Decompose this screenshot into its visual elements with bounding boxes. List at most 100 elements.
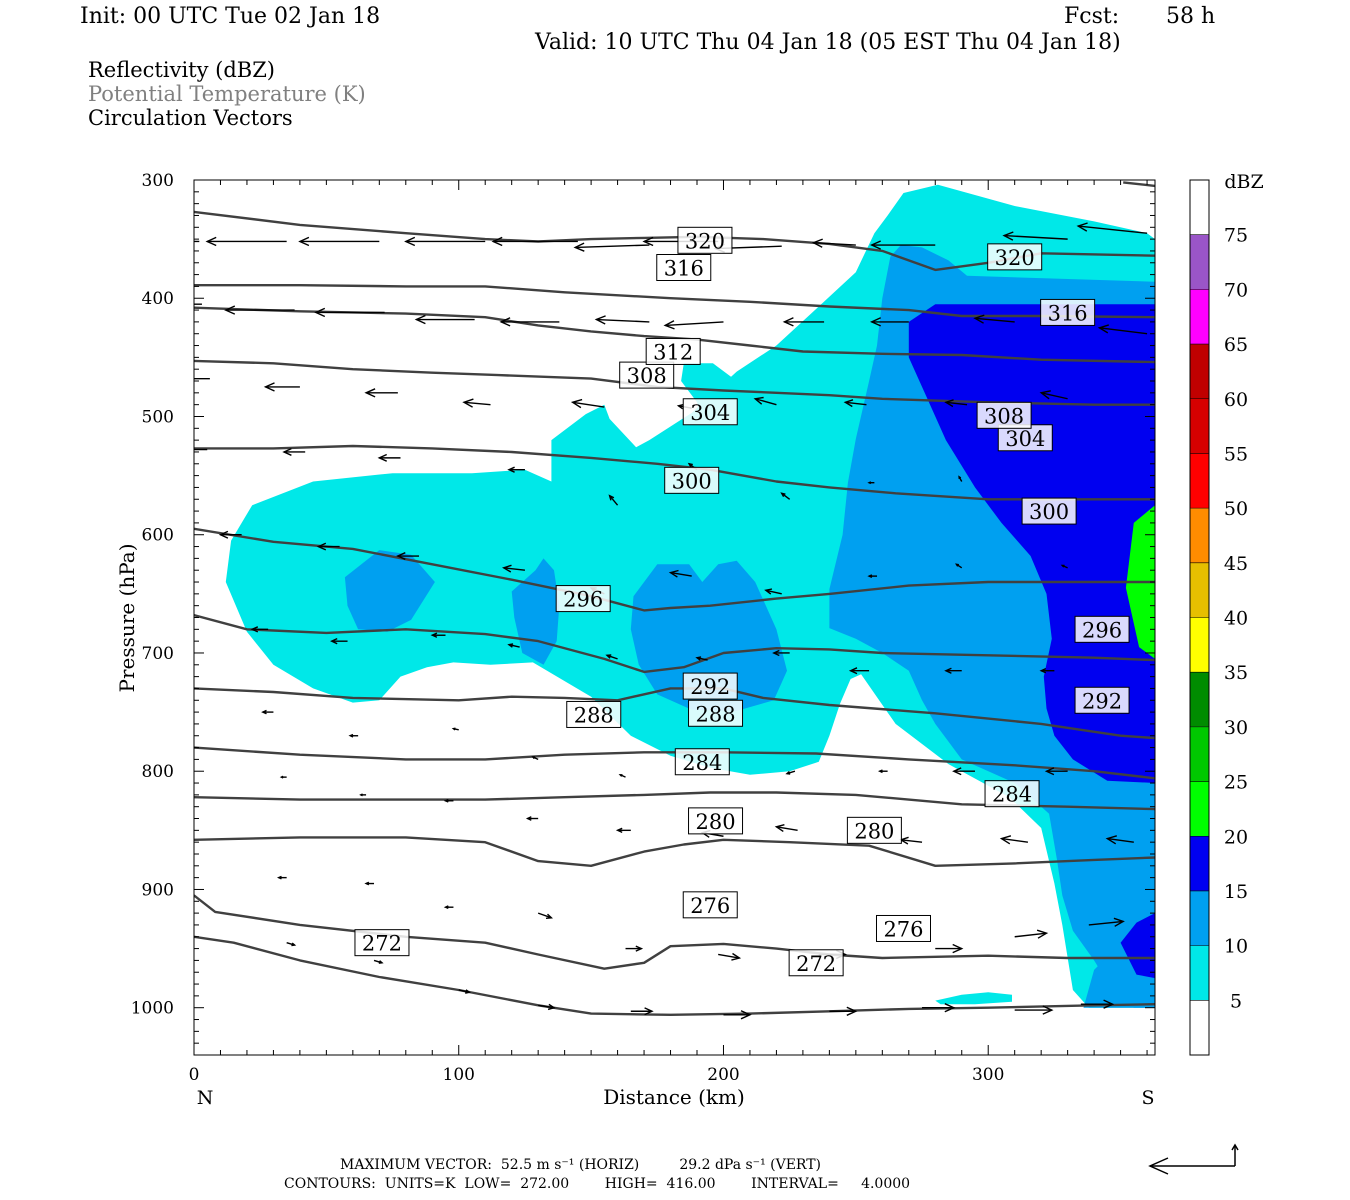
vector-head [316,542,327,551]
vector-head [952,943,964,954]
theta-label-text: 276 [883,917,923,941]
theta-label-box [987,243,1043,271]
colorbar-segment [1190,836,1209,891]
circulation-vector [364,388,398,398]
theta-label-320: 320 [677,226,733,254]
circulation-vector [811,238,856,248]
vector-head [973,314,985,324]
vector-head [502,564,512,573]
vector-shaft [974,317,1015,323]
circulation-vector [537,912,554,919]
contour-labels-layer: 272 272 276 276 280 280 284 284 288 288 292 292 296 2… [354,226,1130,977]
vector-head [774,824,785,832]
vector-shaft [458,989,470,994]
circulation-vector [608,494,619,506]
circulation-vector [774,824,798,832]
colorbar-segment [1190,890,1209,946]
vector-head [291,942,297,947]
circulation-vector [695,656,708,661]
theta-label-text: 280 [854,819,894,843]
vector-head [1039,667,1047,674]
vector-shaft [755,398,777,406]
vector-head [687,462,693,468]
circulation-vector [785,770,796,775]
circulation-vector [1014,929,1049,939]
theta-label-text: 284 [992,783,1032,807]
reflectivity-region-15dbz [908,304,1155,783]
circulation-vector [764,588,782,595]
circulation-vector [605,654,618,660]
theta-label-box [682,891,738,919]
theta-label-box [976,401,1032,429]
theta-label-box [1074,686,1130,714]
circulation-vector [1044,767,1068,776]
colorbar-label: 45 [1224,553,1248,575]
circulation-vector [944,667,962,674]
theta-contour-304 [194,444,1155,501]
theta-label-text: 308 [627,364,667,388]
circulation-vectors-layer [181,222,1148,1020]
vector-head [731,952,742,961]
circulation-vector [944,399,968,408]
vector-head [330,637,338,645]
vector-head [1044,767,1055,776]
circulation-vector [218,530,242,539]
vector-head [753,396,764,405]
vector-head [848,667,858,675]
circulation-vector [507,643,520,648]
theta-contour-284 [194,791,1155,811]
vector-shaft [670,571,692,577]
colorbar-label: 25 [1224,772,1248,794]
theta-contour-296 [194,613,1155,674]
y-tick-label: 700 [142,644,174,664]
vector-head [465,989,471,994]
circulation-vector [404,236,486,247]
vector-head [378,960,384,964]
theta-contour-316 [194,284,1155,319]
colorbar-unit: dBZ [1224,171,1263,193]
theta-label-text: 304 [690,401,730,425]
circulation-vector [282,447,306,456]
x-axis-title: Distance (km) [603,1085,745,1109]
vector-head [218,530,229,539]
colorbar-segment [1190,617,1209,673]
vector-head [359,793,363,797]
vector-head [1060,564,1065,568]
circulation-vector [502,564,526,573]
vector-shaft [596,318,650,323]
circulation-vector [973,314,1015,324]
contour-info: CONTOURS: UNITS=K LOW= 272.00 HIGH= 416.… [284,1176,911,1192]
forecast-label: Fcst: [1064,4,1120,29]
theta-label-box [566,700,622,728]
colorbar-label: 10 [1224,936,1248,958]
vector-head [282,447,292,456]
vector-head [531,756,536,760]
colorbar-label: 50 [1224,498,1248,520]
vector-shaft [1078,225,1148,234]
vector-head [869,317,881,327]
theta-label-316: 316 [1040,298,1096,326]
vector-head [869,240,881,250]
vector-head [846,1006,858,1016]
vector-head [396,552,406,560]
circulation-vector [1088,917,1125,927]
circulation-vector [999,835,1029,845]
circulation-vector [573,242,650,252]
init-time: Init: 00 UTC Tue 02 Jan 18 [80,4,381,29]
circulation-vector [780,492,791,500]
theta-label-box [1021,497,1077,525]
vector-head [635,945,644,952]
reflectivity-region-10dbz [630,560,787,711]
colorbar: 5 10 15 20 25 30 35 40 45 50 55 60 65 70 75 [1189,179,1248,1056]
circulation-vector [1039,390,1068,400]
vector-head [491,236,503,247]
colorbar-segment [1190,453,1209,509]
vector-head [944,399,954,408]
circulation-vector [194,240,200,243]
circulation-vector [276,875,287,880]
vector-shaft [538,1004,555,1009]
x-tick-label: 300 [972,1065,1004,1085]
y-tick-label: 800 [142,762,174,782]
vector-head [276,875,282,880]
vector-head [181,446,190,454]
